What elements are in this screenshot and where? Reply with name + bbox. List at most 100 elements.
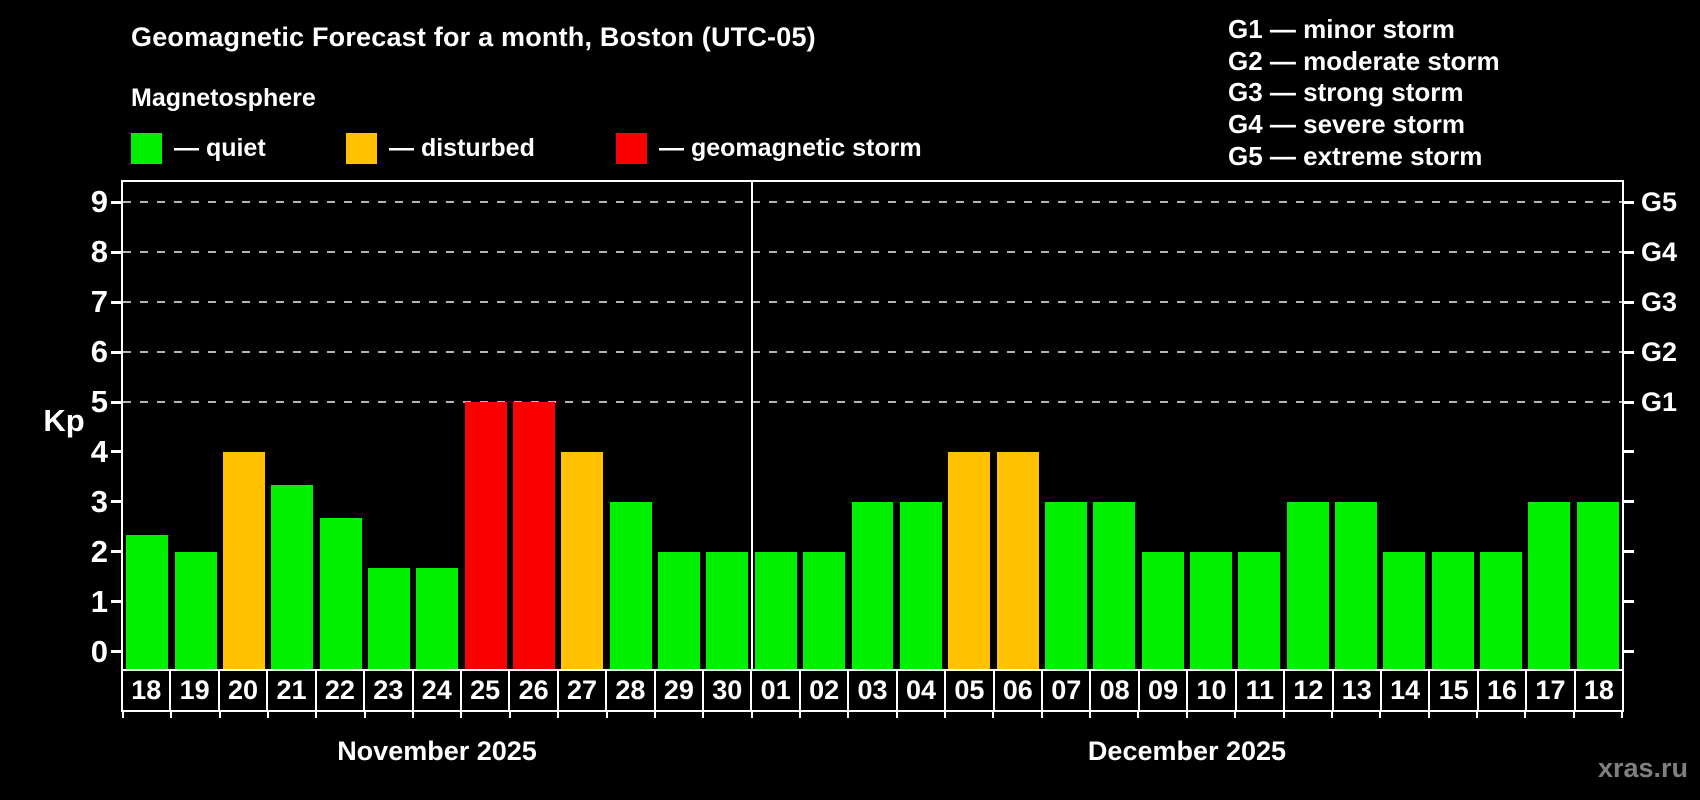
kp-tick-6	[111, 350, 121, 354]
kp-tick-label-8: 8	[90, 234, 108, 270]
day-boundary-tick	[1089, 712, 1092, 718]
month-label-december: December 2025	[1087, 736, 1287, 766]
kp-tick-8	[111, 250, 121, 254]
kp-bar-dec-07	[1044, 501, 1087, 669]
kp-tick-1	[111, 600, 121, 604]
day-label-dec-16: 16	[1479, 671, 1528, 710]
day-label-dec-18: 18	[1583, 675, 1614, 705]
g-axis-tick-kp5	[1624, 400, 1634, 404]
kp-bar-nov-26	[513, 402, 555, 669]
kp-tick-5	[111, 400, 121, 404]
day-boundary-tick	[557, 712, 560, 718]
chart-title: Geomagnetic Forecast for a month, Boston…	[131, 22, 816, 52]
g-scale-label-g5: G5	[1641, 187, 1678, 218]
kp-tick-3	[111, 500, 121, 504]
day-label-dec-11: 11	[1237, 671, 1286, 710]
kp-bar-nov-23	[367, 568, 410, 669]
day-boundary-tick	[1572, 712, 1575, 718]
kp-bar-dec-15	[1431, 551, 1474, 669]
kp-bar-dec-11	[1238, 551, 1281, 669]
day-boundary-tick	[944, 712, 947, 718]
storm-scale-line-g2: G2 — moderate storm	[1228, 45, 1500, 76]
kp-bar-dec-12	[1286, 501, 1329, 669]
g-axis-tick-kp4	[1624, 450, 1634, 454]
day-boundary-tick	[122, 712, 124, 718]
kp-tick-label-1: 1	[90, 583, 108, 619]
day-label-nov-29: 29	[656, 671, 705, 710]
day-boundary-tick	[1185, 712, 1188, 718]
gridline-kp9	[123, 201, 1622, 204]
g-axis-tick-kp8	[1624, 250, 1634, 254]
kp-tick-label-0: 0	[90, 633, 108, 669]
g-axis-tick-kp0	[1624, 650, 1634, 653]
day-boundary-tick	[267, 712, 270, 718]
g-axis-tick-kp2	[1624, 550, 1634, 554]
kp-tick-0	[111, 650, 121, 653]
day-label-dec-14: 14	[1382, 671, 1431, 710]
day-boundary-tick	[1427, 712, 1430, 718]
day-boundary-tick	[460, 712, 463, 718]
kp-tick-4	[111, 450, 121, 454]
day-label-nov-26: 26	[510, 671, 559, 710]
day-boundary-tick	[218, 712, 221, 718]
kp-bar-nov-27	[561, 451, 604, 669]
day-boundary-tick	[1524, 712, 1527, 718]
day-label-nov-28: 28	[607, 671, 656, 710]
g-scale-label-g2: G2	[1641, 337, 1678, 368]
storm-scale-line-g5: G5 — extreme storm	[1228, 140, 1483, 171]
legend-item-disturbed: — disturbed	[346, 133, 535, 164]
kp-bar-nov-21	[271, 485, 314, 669]
gridline-kp8	[123, 251, 1622, 254]
day-boundary-tick	[992, 712, 995, 718]
kp-bar-nov-29	[658, 551, 701, 669]
day-boundary-tick	[653, 712, 656, 718]
day-boundary-tick	[798, 712, 801, 718]
kp-tick-label-7: 7	[90, 284, 108, 320]
day-boundary-tick	[412, 712, 415, 718]
day-boundary-tick	[170, 712, 173, 718]
kp-tick-7	[111, 300, 121, 304]
g-axis-tick-kp7	[1624, 300, 1634, 304]
g-scale-label-g4: G4	[1641, 237, 1678, 268]
kp-bar-nov-20	[222, 451, 265, 669]
kp-bar-nov-24	[416, 568, 459, 669]
kp-tick-label-6: 6	[90, 334, 108, 370]
kp-bar-nov-25	[464, 402, 507, 669]
kp-bar-dec-18	[1576, 501, 1619, 669]
day-boundary-tick	[1282, 712, 1285, 718]
day-boundary-tick	[1137, 712, 1140, 718]
day-label-nov-25: 25	[462, 671, 511, 710]
day-boundary-tick	[315, 712, 318, 718]
day-label-nov-20: 20	[220, 671, 269, 710]
storm-scale-line-g3: G3 — strong storm	[1228, 77, 1464, 108]
day-boundary-tick	[605, 712, 608, 718]
kp-tick-label-2: 2	[90, 533, 108, 569]
day-label-dec-05: 05	[946, 671, 995, 710]
kp-tick-label-3: 3	[90, 483, 108, 519]
day-label-dec-12: 12	[1285, 671, 1334, 710]
kp-axis-label: Kp	[43, 403, 85, 438]
kp-bar-dec-04	[899, 501, 942, 669]
kp-bar-dec-03	[851, 501, 894, 669]
g-axis-tick-kp9	[1624, 200, 1634, 204]
day-boundary-tick	[1475, 712, 1478, 718]
day-label-dec-06: 06	[995, 671, 1044, 710]
legend-item-quiet: — quiet	[131, 133, 266, 164]
day-label-dec-04: 04	[898, 671, 947, 710]
g-axis-tick-kp6	[1624, 350, 1634, 354]
kp-tick-label-9: 9	[90, 184, 108, 220]
day-boundary-tick	[1330, 712, 1333, 718]
g-scale-label-g1: G1	[1641, 387, 1678, 417]
day-label-dec-10: 10	[1188, 671, 1237, 710]
day-boundary-tick	[895, 712, 898, 718]
day-label-dec-13: 13	[1334, 671, 1382, 710]
kp-bar-dec-09	[1141, 551, 1184, 669]
kp-bar-dec-08	[1093, 501, 1136, 669]
kp-bar-dec-13	[1335, 501, 1378, 669]
legend-label-disturbed: — disturbed	[389, 134, 535, 162]
day-boundary-tick	[1379, 712, 1382, 718]
kp-tick-9	[111, 200, 121, 204]
legend-swatch-quiet	[131, 133, 162, 164]
storm-scale-legend: G1 — minor storm G2 — moderate storm G3 — …	[1228, 14, 1500, 173]
legend-item-storm: — geomagnetic storm	[616, 133, 922, 164]
